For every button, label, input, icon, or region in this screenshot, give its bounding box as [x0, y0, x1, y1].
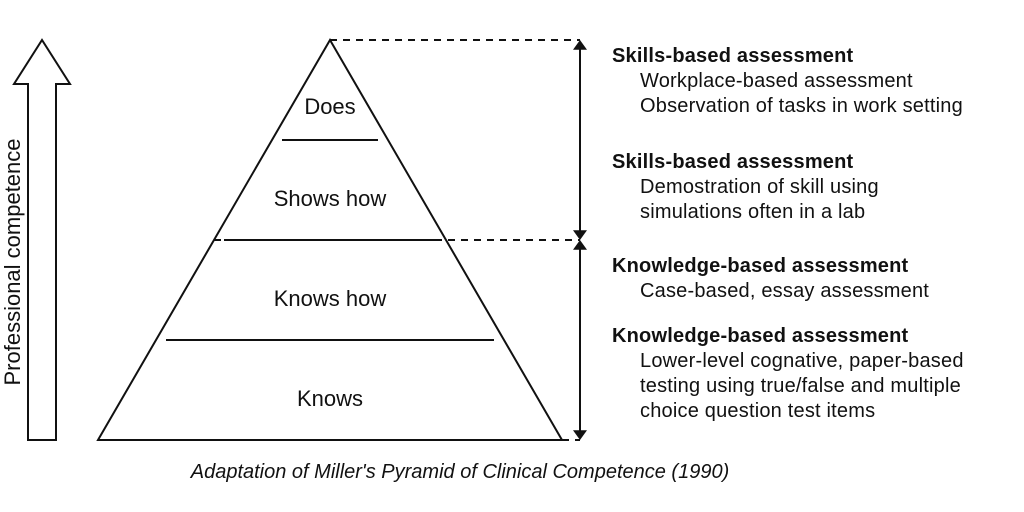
desc-knows-how: Knowledge-based assessment Case-based, e… — [612, 254, 929, 304]
desc-body: Lower-level cognative, paper-basedtestin… — [612, 349, 964, 424]
bracket-skills-head — [573, 230, 587, 240]
pyramid-level-label: Knows — [297, 386, 363, 411]
desc-body: Workplace-based assessmentObservation of… — [612, 69, 963, 119]
desc-title: Knowledge-based assessment — [612, 254, 929, 279]
desc-shows-how: Skills-based assessment Demostration of … — [612, 150, 879, 225]
pyramid-level-label: Does — [304, 94, 355, 119]
pyramid-level-label: Shows how — [274, 186, 387, 211]
desc-title: Skills-based assessment — [612, 44, 963, 69]
desc-knows: Knowledge-based assessment Lower-level c… — [612, 324, 964, 424]
desc-body: Demostration of skill usingsimulations o… — [612, 175, 879, 225]
desc-body: Case-based, essay assessment — [612, 279, 929, 304]
desc-title: Skills-based assessment — [612, 150, 879, 175]
millers-pyramid-diagram: { "canvas": { "width": 1024, "height": 5… — [0, 0, 1024, 512]
bracket-knowledge-head — [573, 240, 587, 250]
desc-does: Skills-based assessment Workplace-based … — [612, 44, 963, 119]
bracket-skills-head — [573, 40, 587, 50]
competence-arrow-label: Professional competence — [0, 138, 25, 385]
desc-title: Knowledge-based assessment — [612, 324, 964, 349]
pyramid-level-label: Knows how — [274, 286, 387, 311]
figure-caption: Adaptation of Miller's Pyramid of Clinic… — [190, 461, 730, 483]
bracket-knowledge-head — [573, 430, 587, 440]
